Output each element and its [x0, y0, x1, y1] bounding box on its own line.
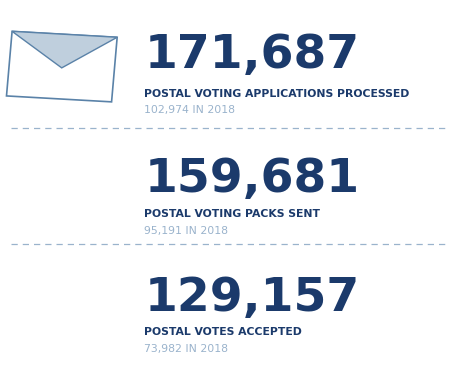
Polygon shape [6, 31, 117, 102]
Polygon shape [12, 31, 117, 68]
Text: 102,974 IN 2018: 102,974 IN 2018 [144, 105, 235, 115]
Text: 171,687: 171,687 [144, 33, 360, 78]
Text: 129,157: 129,157 [144, 276, 360, 321]
Text: 95,191 IN 2018: 95,191 IN 2018 [144, 226, 228, 236]
Text: 73,982 IN 2018: 73,982 IN 2018 [144, 344, 228, 354]
Text: POSTAL VOTES ACCEPTED: POSTAL VOTES ACCEPTED [144, 327, 302, 337]
Text: POSTAL VOTING APPLICATIONS PROCESSED: POSTAL VOTING APPLICATIONS PROCESSED [144, 89, 409, 99]
Text: POSTAL VOTING PACKS SENT: POSTAL VOTING PACKS SENT [144, 209, 320, 219]
Text: 159,681: 159,681 [144, 157, 360, 202]
